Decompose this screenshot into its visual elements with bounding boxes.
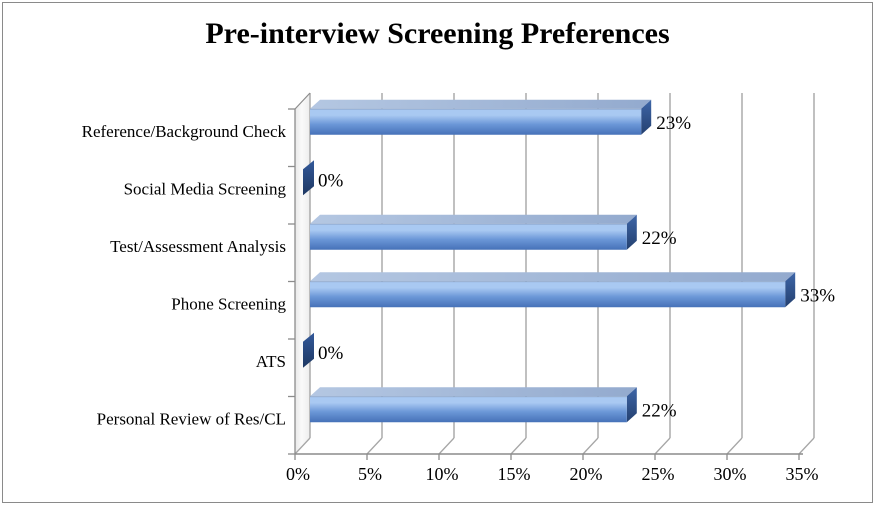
gridline-foot xyxy=(294,437,311,455)
bar-value-label: 0% xyxy=(318,170,344,191)
category-label: Personal Review of Res/CL xyxy=(97,409,286,428)
gridline-foot xyxy=(366,437,383,455)
category-label: Reference/Background Check xyxy=(82,122,287,141)
bar-value-label: 23% xyxy=(656,113,691,134)
bar-zero xyxy=(303,160,314,196)
gridline-foot xyxy=(654,437,671,455)
bar-side-face xyxy=(641,99,652,135)
bar-side-face xyxy=(626,387,637,423)
bar-zero xyxy=(303,332,314,368)
x-tick-label: 25% xyxy=(642,464,675,484)
bar xyxy=(310,223,627,250)
x-tick-label: 10% xyxy=(426,464,459,484)
chart-title: Pre-interview Screening Preferences xyxy=(205,17,670,50)
x-tick-label: 5% xyxy=(358,464,382,484)
x-tick-label: 0% xyxy=(286,464,310,484)
bar-top-face xyxy=(310,387,637,397)
x-tick-label: 30% xyxy=(714,464,747,484)
gridline-foot xyxy=(798,437,815,455)
gridline-foot xyxy=(726,437,743,455)
category-label: Test/Assessment Analysis xyxy=(110,237,286,256)
category-label: ATS xyxy=(256,352,286,371)
category-label: Phone Screening xyxy=(171,294,286,313)
bar-side-face xyxy=(626,214,637,250)
bar-side-face xyxy=(785,272,796,308)
plot-side-wall xyxy=(295,93,310,454)
x-tick-label: 35% xyxy=(786,464,819,484)
bar-top-face xyxy=(310,99,652,109)
bar-value-label: 0% xyxy=(318,343,344,364)
x-tick-label: 15% xyxy=(498,464,531,484)
bar-top-face xyxy=(310,272,796,282)
bar xyxy=(310,281,786,308)
bar-value-label: 33% xyxy=(800,285,835,306)
bar-value-label: 22% xyxy=(642,228,677,249)
category-label: Social Media Screening xyxy=(124,179,287,198)
bar-top-face xyxy=(310,214,637,224)
bar xyxy=(310,396,627,423)
y-axis-top-edge xyxy=(294,92,311,110)
gridline-foot xyxy=(510,437,527,455)
bar-value-label: 22% xyxy=(642,400,677,421)
bar-chart: 0% 5% 10% 15% 20% 25% 30% 35% 23% Reference/Backg… xyxy=(82,92,835,484)
gridline-foot xyxy=(582,437,599,455)
gridline-foot xyxy=(438,437,455,455)
bar xyxy=(310,108,642,135)
x-tick-label: 20% xyxy=(570,464,603,484)
